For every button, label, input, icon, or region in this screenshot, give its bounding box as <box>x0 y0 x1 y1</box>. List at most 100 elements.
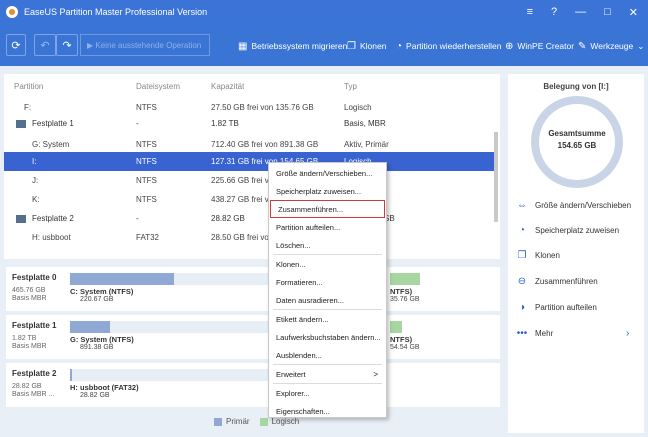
context-menu: Größe ändern/Verschieben... Speicherplat… <box>268 162 387 418</box>
legend-primary: Primär <box>214 417 250 426</box>
table-row[interactable]: J: NTFS 225.66 GB frei von <box>4 171 494 190</box>
sidebar-item-label: Klonen <box>535 250 560 260</box>
maximize-icon[interactable]: □ <box>604 6 611 18</box>
header-filesystem[interactable]: Dateisystem <box>136 82 181 91</box>
disk-card[interactable]: Festplatte 1 1.82 TB Basis MBR G: System… <box>6 315 500 359</box>
chevron-down-icon: ⌄ <box>637 40 645 51</box>
partition-bar-logical[interactable] <box>390 321 402 333</box>
sidebar-item-merge[interactable]: ⊖ Zusammenführen <box>516 274 598 288</box>
menu-item-format[interactable]: Formatieren... <box>276 277 323 287</box>
clone-button[interactable]: ❐ Klonen <box>347 38 386 54</box>
menu-icon[interactable]: ≡ <box>526 6 533 18</box>
clone-icon: ❐ <box>347 40 356 52</box>
partition-bar[interactable] <box>70 369 270 381</box>
partition-label: NTFS) <box>390 287 413 296</box>
undo-button[interactable]: ↶ <box>34 34 56 56</box>
cell-type: Logisch <box>344 103 372 112</box>
disk-type: Basis MBR ... <box>12 391 55 398</box>
table-row-selected[interactable]: I: NTFS 127.31 GB frei von 154.65 GB Log… <box>4 152 494 171</box>
header-partition[interactable]: Partition <box>14 82 44 91</box>
table-row[interactable]: F: NTFS 27.50 GB frei von 135.76 GB Logi… <box>4 98 494 117</box>
redo-button[interactable]: ↷ <box>56 34 78 56</box>
disk-name: Festplatte 2 <box>32 214 74 223</box>
disk-name: Festplatte 0 <box>12 273 57 282</box>
more-icon: ••• <box>516 327 528 339</box>
sidebar-item-split[interactable]: ◑ Partition aufteilen <box>516 300 597 314</box>
help-icon[interactable]: ? <box>551 6 558 18</box>
menu-separator <box>273 254 382 255</box>
header-capacity[interactable]: Kapazität <box>211 82 245 91</box>
cell-type: Aktiv, Primär <box>344 140 389 149</box>
tools-icon: ✎ <box>578 40 587 52</box>
table-header: Partition Dateisystem Kapazität Typ <box>4 74 500 98</box>
disk-name: Festplatte 1 <box>32 119 74 128</box>
minimize-icon[interactable]: — <box>575 6 587 18</box>
partition-bar[interactable] <box>70 321 270 333</box>
partition-bar[interactable] <box>70 273 270 285</box>
close-icon[interactable]: ✕ <box>628 6 638 19</box>
disk-name: Festplatte 1 <box>12 321 57 330</box>
partition-size: 891.38 GB <box>80 344 114 351</box>
menu-item-merge[interactable]: Zusammenführen... <box>270 200 385 218</box>
undo-icon: ↶ <box>40 39 50 52</box>
disk-type: Basis MBR <box>12 295 47 302</box>
menu-item-hide[interactable]: Ausblenden... <box>276 350 322 360</box>
menu-item-clone[interactable]: Klonen... <box>276 259 306 269</box>
pending-operations-button[interactable]: ▶ Keine ausstehende Operation <box>80 34 210 56</box>
sidebar-item-resize[interactable]: ⇔ Größe ändern/Verschieben <box>516 198 631 212</box>
disk-type: Basis MBR <box>12 343 47 350</box>
table-row[interactable]: G: System NTFS 712.40 GB frei von 891.38… <box>4 135 494 154</box>
cell-capacity: 225.66 GB frei von <box>211 176 278 185</box>
chevron-right-icon: › <box>626 327 630 339</box>
sidebar-item-label: Größe ändern/Verschieben <box>535 200 632 210</box>
donut-value: 154.65 GB <box>557 141 597 150</box>
restore-icon: ◔ <box>396 40 403 52</box>
cell-capacity: 27.50 GB frei von 135.76 GB <box>211 103 314 112</box>
menu-item-split[interactable]: Partition aufteilen... <box>276 222 341 232</box>
split-icon: ◑ <box>518 301 526 313</box>
menu-item-advanced[interactable]: Erweitert > <box>269 365 386 383</box>
disk-card[interactable]: Festplatte 0 465.76 GB Basis MBR C: Syst… <box>6 267 500 311</box>
sidebar-item-label: Partition aufteilen <box>535 302 597 312</box>
restore-partition-button[interactable]: ◔ Partition wiederherstellen <box>396 38 502 54</box>
tools-button[interactable]: ✎ Werkzeuge ⌄ <box>578 38 644 54</box>
migrate-os-button[interactable]: ▦ Betriebssystem migrieren <box>238 38 347 54</box>
partition-size: 220.67 GB <box>80 296 114 303</box>
cell-partition: H: usbboot <box>32 233 71 242</box>
donut-label: Gesamtsumme <box>548 129 606 138</box>
menu-item-delete[interactable]: Löschen... <box>276 240 311 250</box>
sidebar: Belegung von [I:] Gesamtsumme 154.65 GB … <box>508 74 644 433</box>
migrate-os-label: Betriebssystem migrieren <box>251 41 348 51</box>
sidebar-item-clone[interactable]: ❐ Klonen <box>516 248 560 262</box>
menu-item-explorer[interactable]: Explorer... <box>276 388 310 398</box>
tools-label: Werkzeuge <box>590 41 634 51</box>
window-title: EaseUS Partition Master Professional Ver… <box>24 7 208 17</box>
sidebar-item-allocate[interactable]: ◔ Speicherplatz zuweisen <box>516 223 619 237</box>
legend-label: Primär <box>226 417 250 426</box>
panel-splitter[interactable] <box>4 259 500 263</box>
sidebar-item-more[interactable]: ••• Mehr › <box>516 326 640 340</box>
partition-size: 54.54 GB <box>390 344 420 351</box>
disk-icon <box>16 119 26 128</box>
cell-filesystem: NTFS <box>136 157 157 166</box>
scrollbar[interactable] <box>494 132 498 222</box>
table-row[interactable]: K: NTFS 438.27 GB frei von <box>4 190 494 209</box>
winpe-creator-button[interactable]: ⊕ WinPE Creator <box>505 38 574 54</box>
disk-card[interactable]: Festplatte 2 28.82 GB Basis MBR ... H: u… <box>6 363 500 407</box>
table-row-disk[interactable]: Festplatte 2 - 28.82 GB SB <box>4 209 494 228</box>
table-row[interactable]: H: usbboot FAT32 28.50 GB frei von <box>4 228 494 247</box>
partition-bar-logical[interactable] <box>390 273 420 285</box>
partition-label: H: usbboot (FAT32) <box>70 383 139 392</box>
menu-item-allocate[interactable]: Speicherplatz zuweisen... <box>276 186 362 196</box>
header-type[interactable]: Typ <box>344 82 357 91</box>
menu-item-wipe[interactable]: Daten ausradieren... <box>276 295 344 305</box>
menu-item-change-drive-letter[interactable]: Laufwerksbuchstaben ändern... <box>276 332 381 342</box>
table-row-disk[interactable]: Festplatte 1 - 1.82 TB Basis, MBR <box>4 114 494 133</box>
menu-item-resize[interactable]: Größe ändern/Verschieben... <box>276 168 373 178</box>
partition-usage-fill <box>70 369 72 381</box>
menu-item-properties[interactable]: Eigenschaften... <box>276 406 330 416</box>
partition-label: G: System (NTFS) <box>70 335 134 344</box>
refresh-button[interactable]: ⟳ <box>6 34 26 56</box>
legend-logical: Logisch <box>259 417 299 426</box>
menu-item-change-label[interactable]: Etikett ändern... <box>276 314 329 324</box>
